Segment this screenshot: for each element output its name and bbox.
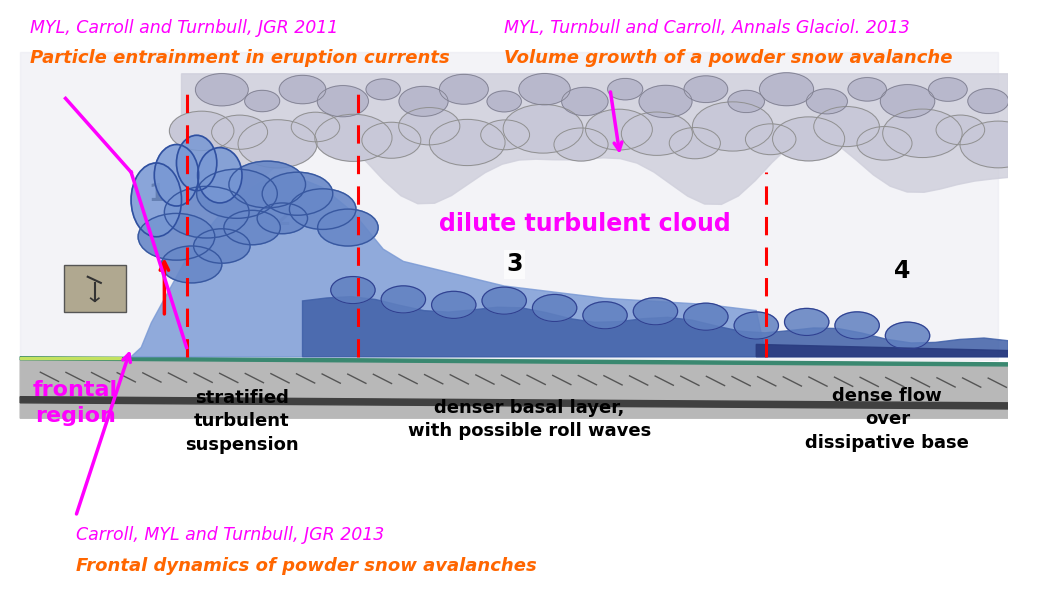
Bar [20,52,999,360]
Text: 4: 4 [895,258,910,283]
Text: Particle entrainment in eruption currents: Particle entrainment in eruption current… [30,49,450,68]
Circle shape [746,124,796,154]
Text: frontal
region: frontal region [33,379,119,426]
Ellipse shape [176,135,216,191]
Ellipse shape [154,145,198,206]
Circle shape [773,117,844,161]
Circle shape [399,86,448,116]
Circle shape [487,91,522,112]
Circle shape [503,105,583,153]
Text: Carroll, MYL and Turnbull, JGR 2013: Carroll, MYL and Turnbull, JGR 2013 [76,526,384,544]
Polygon shape [20,397,1008,409]
Circle shape [162,246,222,283]
Circle shape [429,119,505,165]
Circle shape [317,85,369,117]
Circle shape [331,277,375,304]
Circle shape [212,115,268,149]
Circle shape [583,302,627,329]
Polygon shape [20,357,121,359]
Circle shape [759,73,814,106]
Circle shape [883,109,962,157]
Circle shape [968,89,1009,114]
Text: 3: 3 [506,252,523,277]
Circle shape [684,303,728,330]
Text: 5: 5 [798,135,815,160]
Circle shape [633,298,677,325]
Circle shape [684,76,728,103]
Circle shape [784,308,828,335]
Circle shape [519,74,570,105]
Circle shape [734,312,778,339]
Circle shape [229,161,306,208]
Text: MYL, Carroll and Turnbull, JGR 2011: MYL, Carroll and Turnbull, JGR 2011 [30,18,338,37]
Circle shape [362,122,421,158]
Circle shape [857,127,912,160]
Circle shape [639,85,692,117]
Text: 1: 1 [148,181,165,206]
Circle shape [193,229,250,263]
Circle shape [165,186,249,238]
Circle shape [806,89,847,114]
Circle shape [318,209,378,246]
Polygon shape [302,296,1008,357]
Text: dilute turbulent cloud: dilute turbulent cloud [439,212,731,237]
Circle shape [936,115,985,145]
Circle shape [169,111,234,151]
Circle shape [728,90,764,113]
Circle shape [669,127,720,159]
Circle shape [139,213,215,260]
Text: MYL, Turnbull and Carroll, Annals Glaciol. 2013: MYL, Turnbull and Carroll, Annals Glacio… [504,18,910,37]
Circle shape [960,121,1036,168]
Circle shape [885,322,929,349]
Circle shape [608,79,643,100]
Circle shape [532,295,576,322]
FancyBboxPatch shape [64,265,126,312]
Circle shape [279,75,326,104]
Polygon shape [20,360,1008,418]
Circle shape [482,287,526,314]
Polygon shape [131,175,766,357]
Circle shape [262,172,333,215]
Circle shape [257,203,308,234]
Circle shape [848,77,886,101]
Circle shape [381,286,425,313]
Text: dense flow
over
dissipative base: dense flow over dissipative base [805,387,969,452]
Circle shape [481,120,529,149]
Circle shape [195,74,248,106]
Circle shape [554,128,608,161]
Ellipse shape [197,148,242,203]
Text: Frontal dynamics of powder snow avalanches: Frontal dynamics of powder snow avalanch… [76,557,537,575]
Text: 2: 2 [274,206,291,231]
Circle shape [432,292,476,319]
Circle shape [439,74,488,104]
Circle shape [291,112,340,142]
Polygon shape [756,344,1008,357]
Circle shape [315,114,392,161]
Circle shape [245,90,279,112]
Circle shape [880,85,934,118]
Text: denser basal layer,
with possible roll waves: denser basal layer, with possible roll w… [407,399,651,440]
Circle shape [366,79,400,100]
Circle shape [562,87,608,116]
Circle shape [835,312,879,339]
Circle shape [399,108,460,145]
Circle shape [586,109,652,150]
Circle shape [928,77,967,101]
Polygon shape [182,74,1008,204]
Circle shape [224,210,280,245]
Circle shape [196,169,277,218]
Ellipse shape [131,163,182,237]
Circle shape [814,106,879,146]
Circle shape [238,120,317,168]
Text: Volume growth of a powder snow avalanche: Volume growth of a powder snow avalanche [504,49,952,68]
Text: stratified
turbulent
suspension: stratified turbulent suspension [185,389,299,454]
Circle shape [290,189,356,229]
Circle shape [692,102,773,151]
Circle shape [622,112,692,156]
Polygon shape [20,357,1008,366]
